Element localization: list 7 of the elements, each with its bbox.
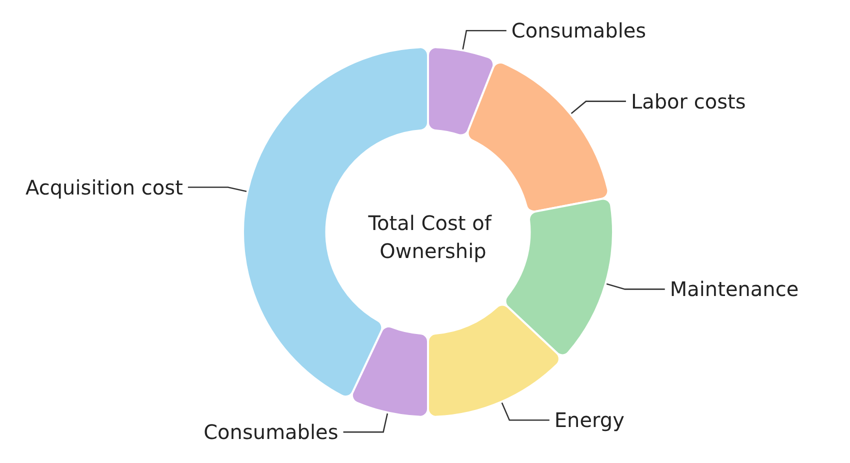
slice-label: Maintenance <box>670 277 799 302</box>
slice-label: Acquisition cost <box>26 175 184 200</box>
slice-label: Consumables <box>511 18 646 43</box>
slice-label: Labor costs <box>630 89 746 114</box>
slice-label: Energy <box>554 408 625 432</box>
text: Total Cost of Ownership <box>367 211 498 263</box>
slice-label: Consumables <box>204 420 338 444</box>
